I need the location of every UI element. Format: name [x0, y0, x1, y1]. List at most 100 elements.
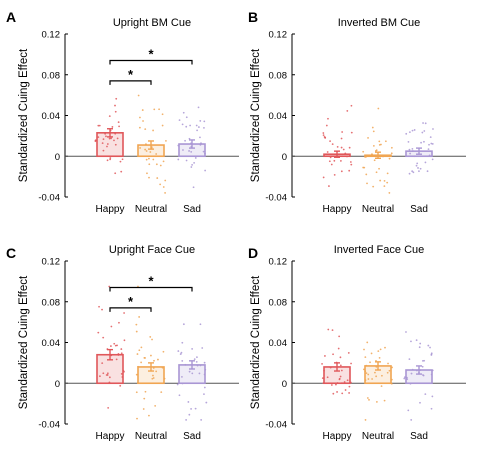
chart-title: Upright Face Cue — [109, 244, 195, 256]
data-point — [118, 321, 120, 324]
data-point — [383, 399, 386, 402]
data-point — [97, 136, 100, 139]
data-point — [371, 378, 374, 380]
data-point — [408, 148, 411, 151]
panel-C: C Upright Face Cue Standardized Cuing Effe… — [6, 244, 239, 442]
y-tick-label: -0.04 — [265, 193, 287, 204]
data-point — [193, 161, 196, 164]
data-point — [426, 170, 429, 173]
data-point — [144, 148, 147, 151]
significance-bracket — [109, 59, 193, 65]
data-point — [405, 331, 407, 333]
data-point — [149, 151, 152, 153]
data-point — [331, 143, 334, 146]
data-point — [154, 404, 157, 407]
data-point — [191, 348, 194, 350]
data-point — [431, 158, 434, 161]
data-point — [190, 150, 193, 153]
data-point — [418, 170, 420, 173]
individual-points-neutral — [137, 94, 167, 194]
data-point — [408, 358, 411, 361]
data-point — [379, 348, 382, 351]
y-tick-label: 0.08 — [42, 297, 61, 308]
data-point — [422, 122, 424, 124]
data-point — [410, 419, 413, 421]
data-point — [386, 172, 389, 175]
significance-bracket — [109, 80, 152, 85]
data-point — [118, 125, 120, 128]
data-point — [407, 409, 410, 412]
data-point — [335, 383, 337, 386]
y-tick-label: 0.04 — [269, 111, 288, 122]
data-point — [348, 169, 351, 172]
data-point — [378, 356, 381, 359]
data-point — [195, 124, 198, 127]
data-point — [366, 397, 369, 399]
y-tick-label: -0.04 — [38, 193, 60, 204]
data-point — [412, 171, 415, 174]
data-point — [419, 167, 422, 170]
data-point — [108, 376, 111, 379]
data-point — [181, 341, 184, 344]
data-point — [327, 328, 330, 331]
data-point — [102, 336, 105, 339]
data-point — [408, 131, 411, 133]
data-point — [197, 106, 200, 109]
data-point — [197, 126, 200, 128]
data-point — [198, 372, 201, 375]
individual-points-happy — [322, 104, 353, 187]
y-tick-label: 0.08 — [269, 70, 288, 81]
data-point — [191, 164, 194, 166]
data-point — [407, 140, 410, 143]
x-tick-label: Sad — [183, 431, 201, 442]
panel-D: D Inverted Face Cue Standardized Cuing Eff… — [248, 244, 466, 442]
data-point — [201, 347, 204, 349]
data-point — [139, 116, 141, 119]
data-point — [194, 407, 197, 410]
individual-points-neutral — [362, 107, 393, 194]
data-point — [155, 370, 158, 373]
data-point — [432, 128, 434, 130]
data-point — [106, 145, 108, 148]
data-point — [178, 119, 181, 122]
data-point — [362, 150, 365, 153]
x-tick-label: Sad — [410, 431, 428, 442]
data-point — [332, 353, 334, 356]
y-tick-label: 0.12 — [269, 257, 288, 268]
data-point — [326, 376, 329, 379]
data-point — [155, 153, 158, 155]
data-point — [387, 362, 389, 365]
data-point — [413, 129, 416, 131]
data-point — [427, 148, 430, 151]
data-point — [383, 179, 386, 182]
data-point — [157, 358, 159, 361]
data-point — [415, 339, 418, 342]
individual-points-happy — [97, 285, 126, 409]
data-point — [144, 128, 147, 130]
chart-title: Upright BM Cue — [113, 17, 191, 29]
individual-points-sad — [177, 106, 207, 189]
data-point — [379, 179, 382, 182]
data-point — [159, 183, 162, 186]
data-point — [115, 97, 118, 100]
data-point — [203, 393, 205, 395]
data-point — [341, 392, 344, 395]
data-point — [148, 176, 150, 179]
data-point — [383, 185, 386, 188]
data-point — [430, 352, 433, 355]
data-point — [344, 389, 347, 391]
data-point — [185, 159, 188, 162]
data-point — [102, 372, 105, 375]
data-point — [423, 130, 426, 132]
data-point — [375, 375, 378, 378]
data-point — [195, 360, 198, 363]
data-point — [196, 356, 198, 359]
data-point — [116, 137, 119, 140]
data-point — [339, 375, 342, 378]
data-point — [156, 177, 159, 179]
data-point — [136, 353, 139, 355]
data-point — [375, 401, 378, 403]
data-point — [378, 140, 381, 143]
data-point — [181, 360, 184, 362]
